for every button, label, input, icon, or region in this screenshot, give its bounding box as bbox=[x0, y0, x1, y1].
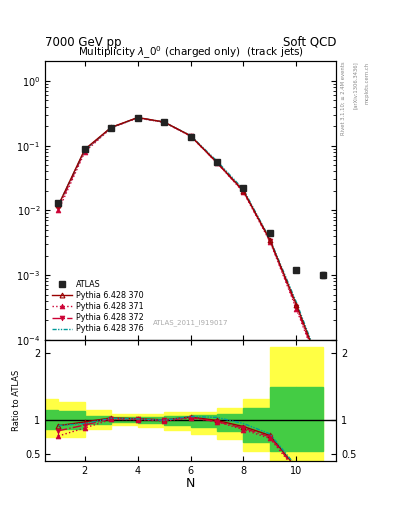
Legend: ATLAS, Pythia 6.428 370, Pythia 6.428 371, Pythia 6.428 372, Pythia 6.428 376: ATLAS, Pythia 6.428 370, Pythia 6.428 37… bbox=[49, 278, 146, 336]
Text: [arXiv:1306.3436]: [arXiv:1306.3436] bbox=[353, 61, 358, 109]
Bar bbox=[191, 412, 217, 434]
Title: Multiplicity $\lambda\_0^0$ (charged only)  (track jets): Multiplicity $\lambda\_0^0$ (charged onl… bbox=[77, 44, 304, 61]
Y-axis label: Ratio to ATLAS: Ratio to ATLAS bbox=[12, 370, 21, 431]
Bar bbox=[111, 414, 138, 425]
Text: ATLAS_2011_I919017: ATLAS_2011_I919017 bbox=[153, 319, 228, 326]
Bar bbox=[138, 414, 164, 427]
Bar bbox=[138, 417, 164, 423]
X-axis label: N: N bbox=[186, 477, 195, 490]
Bar bbox=[217, 409, 244, 439]
Bar bbox=[270, 387, 296, 451]
Bar bbox=[191, 415, 217, 427]
Text: Rivet 3.1.10; ≥ 2.4M events: Rivet 3.1.10; ≥ 2.4M events bbox=[341, 61, 346, 135]
Bar bbox=[244, 409, 270, 442]
Text: 7000 GeV pp: 7000 GeV pp bbox=[45, 36, 122, 49]
Bar bbox=[217, 414, 244, 431]
Bar bbox=[164, 412, 191, 430]
Bar bbox=[270, 347, 296, 461]
Bar bbox=[244, 399, 270, 451]
Bar bbox=[296, 387, 323, 451]
Text: mcplots.cern.ch: mcplots.cern.ch bbox=[365, 61, 370, 103]
Text: Soft QCD: Soft QCD bbox=[283, 36, 336, 49]
Bar bbox=[59, 401, 85, 437]
Bar bbox=[59, 411, 85, 429]
Bar bbox=[85, 416, 111, 424]
Bar bbox=[296, 347, 323, 461]
Bar bbox=[32, 399, 59, 437]
Bar bbox=[164, 416, 191, 425]
Bar bbox=[111, 417, 138, 422]
Bar bbox=[85, 411, 111, 429]
Bar bbox=[32, 410, 59, 429]
